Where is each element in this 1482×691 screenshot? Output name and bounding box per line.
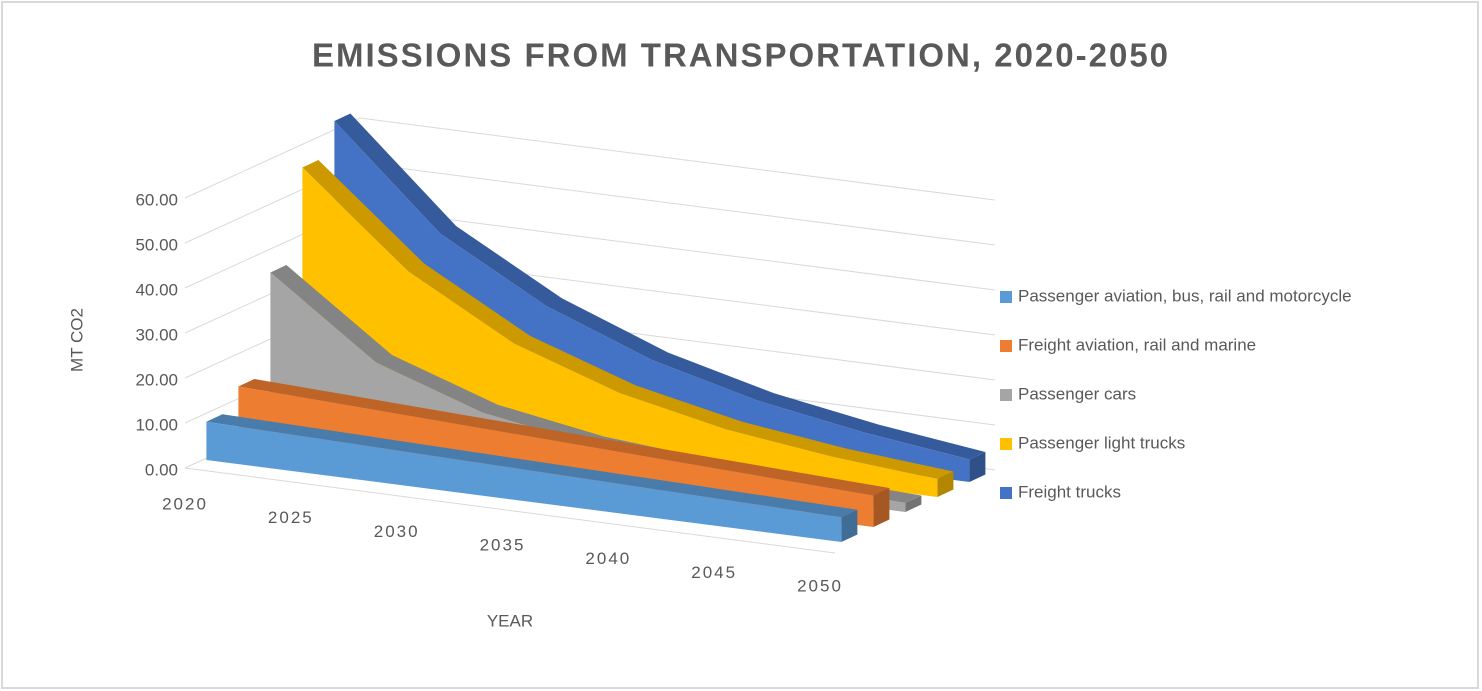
chart-title: EMISSIONS FROM TRANSPORTATION, 2020-2050 [312,37,1170,74]
x-tick-label: 2025 [268,508,314,527]
legend-label: Freight aviation, rail and marine [1018,335,1256,354]
x-axis-title: YEAR [487,611,533,630]
legend-swatch [1000,291,1012,303]
area-side [937,471,954,497]
y-tick-label: 30.00 [135,325,178,344]
area-top [238,379,890,496]
x-tick-label: 2040 [585,549,631,568]
area-side [905,495,922,512]
y-tick-label: 0.00 [145,460,178,479]
legend-label: Passenger cars [1018,384,1136,403]
legend-label: Passenger aviation, bus, rail and motorc… [1018,286,1352,305]
x-tick-label: 2030 [374,522,420,541]
legend-swatch [1000,340,1012,352]
area [206,421,842,542]
area-side [873,488,890,527]
legend-swatch [1000,389,1012,401]
x-tick-label: 2020 [162,494,208,513]
y-tick-label: 50.00 [135,235,178,254]
x-tick-label: 2050 [797,576,843,595]
y-axis-title: MT CO2 [67,308,86,372]
legend-label: Passenger light trucks [1018,433,1185,452]
y-tick-label: 60.00 [135,190,178,209]
grid-line [184,117,996,201]
y-tick-label: 40.00 [135,280,178,299]
y-tick-label: 20.00 [135,370,178,389]
legend-label: Freight trucks [1018,482,1121,501]
area-side [841,509,858,542]
x-tick-label: 2035 [480,535,526,554]
legend-swatch [1000,438,1012,450]
y-tick-label: 10.00 [135,415,178,434]
x-axis-line [184,467,836,554]
area-side [969,452,986,482]
legend-swatch [1000,487,1012,499]
x-tick-label: 2045 [691,563,737,582]
area-top [206,414,858,518]
